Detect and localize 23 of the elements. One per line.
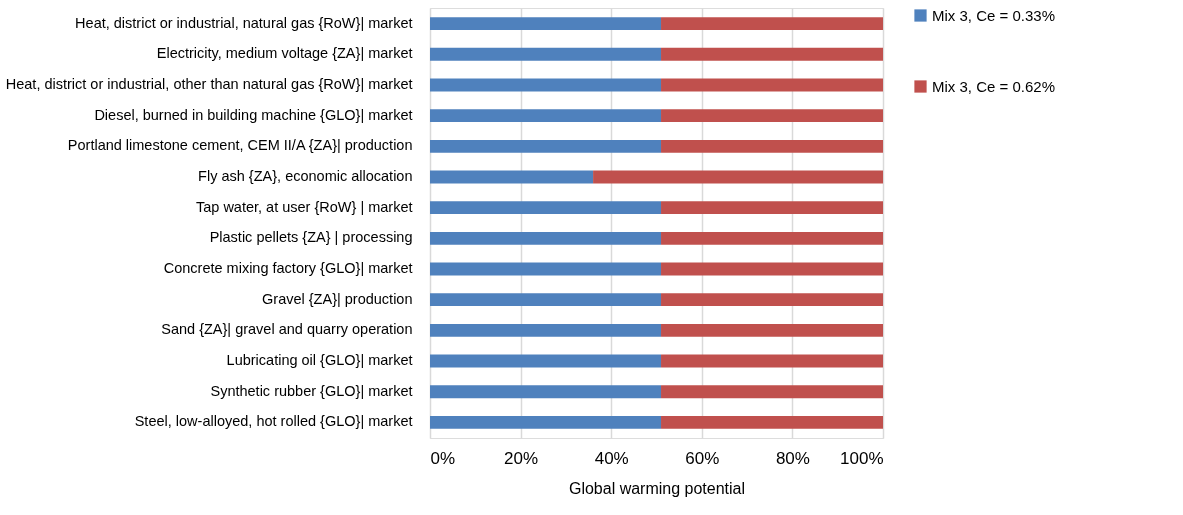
- y-tick-label: Portland limestone cement, CEM II/A {ZA}| production: [67, 137, 413, 154]
- legend-label: Mix 3, Ce = 0.33%: [932, 6, 1055, 24]
- x-tick-label: 40%: [594, 448, 629, 468]
- y-tick-label: Sand {ZA}| gravel and quarry operation: [161, 321, 413, 338]
- y-tick-label: Diesel, burned in building machine {GLO}| market: [94, 106, 413, 123]
- x-tick-label: 60%: [685, 448, 720, 468]
- y-tick-label: Electricity, medium voltage {ZA}| market: [156, 45, 413, 62]
- y-tick-label: Gravel {ZA}| production: [262, 290, 413, 307]
- x-tick-label: 80%: [775, 448, 810, 468]
- y-tick-label: Concrete mixing factory {GLO}| market: [163, 260, 413, 277]
- x-tick-label: 100%: [840, 448, 884, 468]
- y-tick-label: Heat, district or industrial, natural gas {RoW}| market: [75, 14, 413, 31]
- y-tick-label: Fly ash {ZA}, economic allocation: [198, 167, 413, 184]
- y-tick-label: Synthetic rubber {GLO}| market: [210, 382, 413, 399]
- legend-label: Mix 3, Ce = 0.62%: [932, 77, 1055, 95]
- y-tick-label: Steel, low-alloyed, hot rolled {GLO}| market: [134, 413, 413, 430]
- y-tick-label: Heat, district or industrial, other than natural gas {RoW}| market: [5, 75, 413, 92]
- x-tick-label: 0%: [430, 448, 456, 468]
- y-tick-label: Tap water, at user {RoW} | market: [195, 198, 413, 215]
- x-axis-title: Global warming potential: [568, 479, 746, 497]
- x-tick-label: 20%: [504, 448, 539, 468]
- y-tick-label: Plastic pellets {ZA} | processing: [209, 229, 413, 246]
- y-tick-label: Lubricating oil {GLO}| market: [226, 352, 413, 369]
